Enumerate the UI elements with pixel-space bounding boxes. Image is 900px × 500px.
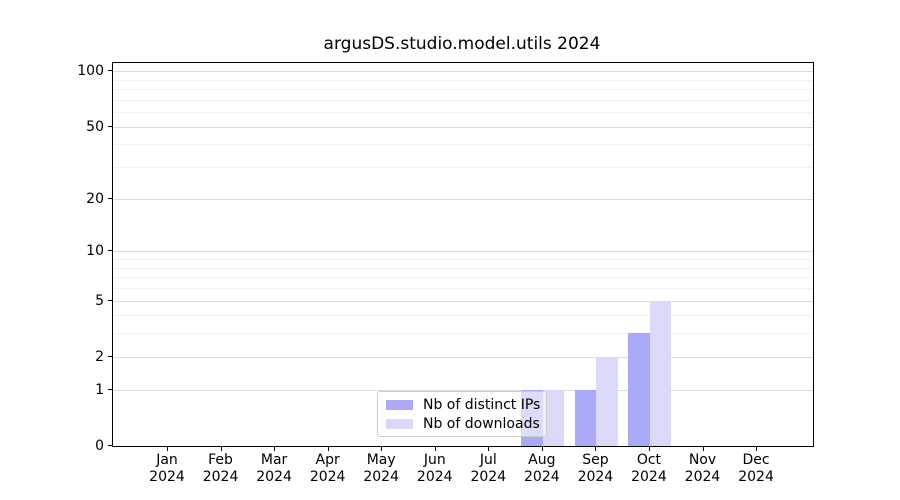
minor-gridline [113, 79, 813, 81]
x-tick-mark [327, 447, 329, 451]
legend: Nb of distinct IPs Nb of downloads [377, 391, 547, 437]
bar-downloads [649, 300, 672, 446]
y-tick-label: 0 [95, 438, 104, 454]
x-tick-year: 2024 [577, 469, 614, 485]
x-tick-year: 2024 [738, 469, 774, 485]
x-tick-year: 2024 [256, 469, 292, 485]
x-tick-mark [220, 447, 222, 451]
x-tick-mark [648, 447, 650, 451]
y-tick-label: 1 [95, 381, 104, 398]
x-tick-month: Feb [208, 452, 233, 468]
major-gridline [113, 300, 813, 302]
minor-gridline [113, 277, 813, 279]
x-tick-mark [381, 447, 383, 451]
major-gridline [113, 126, 813, 128]
minor-gridline [113, 112, 813, 114]
x-tick-mark [756, 447, 758, 451]
y-tick-label: 100 [77, 63, 104, 80]
x-tick-month: Mar [260, 452, 288, 468]
x-tick-mark [595, 447, 597, 451]
x-tick-label: Jun 2024 [405, 452, 465, 486]
minor-gridline [113, 267, 813, 269]
major-gridline [113, 389, 813, 391]
y-tick-mark [108, 355, 112, 357]
y-tick-mark [108, 388, 112, 390]
x-tick-label: Jul 2024 [458, 452, 518, 486]
y-tick-mark [108, 250, 112, 252]
x-tick-year: 2024 [524, 469, 560, 485]
x-tick-month: Jun [423, 452, 446, 468]
x-tick-label: Aug 2024 [512, 452, 572, 486]
x-tick-month: Dec [742, 452, 770, 468]
x-tick-mark [541, 447, 543, 451]
x-tick-label: May 2024 [351, 452, 411, 486]
y-tick-mark [108, 70, 112, 72]
x-tick-month: Jul [479, 452, 497, 468]
x-tick-year: 2024 [309, 469, 346, 485]
x-tick-label: Sep 2024 [565, 452, 625, 486]
y-tick-mark [108, 445, 112, 446]
x-tick-year: 2024 [202, 469, 239, 485]
x-tick-month: Sep [582, 452, 609, 468]
bar-downloads [596, 356, 618, 446]
y-tick-mark [108, 299, 112, 301]
major-gridline [113, 356, 813, 358]
x-tick-label: Apr 2024 [298, 452, 358, 486]
y-tick-label: 5 [95, 292, 104, 309]
y-tick-label: 50 [86, 118, 104, 135]
x-tick-mark [434, 447, 436, 451]
legend-item-distinct-ips: Nb of distinct IPs [386, 396, 541, 413]
x-tick-year: 2024 [149, 469, 185, 485]
y-tick-mark [108, 197, 112, 199]
bar-distinct-ips [574, 389, 597, 446]
minor-gridline [113, 99, 813, 101]
x-tick-mark [274, 447, 276, 451]
x-tick-month: May [366, 452, 396, 468]
bar-downloads [542, 389, 565, 446]
minor-gridline [113, 167, 813, 169]
x-tick-year: 2024 [684, 469, 721, 485]
major-gridline [113, 71, 813, 73]
x-tick-mark [488, 447, 490, 451]
x-tick-label: Dec 2024 [726, 452, 786, 486]
x-tick-year: 2024 [363, 469, 399, 485]
major-gridline [113, 251, 813, 253]
y-tick-label: 10 [86, 243, 104, 260]
legend-item-downloads: Nb of downloads [386, 415, 540, 432]
chart-title: argusDS.studio.model.utils 2024 [323, 34, 601, 54]
x-tick-label: Jan 2024 [137, 452, 197, 486]
bar-distinct-ips [628, 333, 650, 446]
x-tick-label: Mar 2024 [244, 452, 304, 486]
x-tick-label: Oct 2024 [619, 452, 679, 486]
y-tick-label: 2 [95, 348, 104, 365]
x-tick-month: Apr [315, 452, 340, 468]
legend-label-distinct-ips: Nb of distinct IPs [423, 396, 541, 413]
x-tick-mark [702, 447, 704, 451]
minor-gridline [113, 315, 813, 317]
x-tick-month: Oct [636, 452, 662, 468]
legend-swatch-distinct-ips-icon [386, 399, 413, 410]
minor-gridline [113, 259, 813, 261]
legend-swatch-downloads-icon [386, 418, 413, 429]
x-tick-month: Nov [688, 452, 717, 468]
x-tick-year: 2024 [416, 469, 453, 485]
minor-gridline [113, 287, 813, 289]
y-tick-label: 20 [86, 190, 104, 207]
plot-area [112, 62, 814, 447]
x-tick-month: Aug [528, 452, 556, 468]
minor-gridline [113, 89, 813, 91]
minor-gridline [113, 333, 813, 335]
y-tick-mark [108, 125, 112, 127]
minor-gridline [113, 144, 813, 146]
x-tick-mark [167, 447, 168, 451]
x-tick-year: 2024 [470, 469, 507, 485]
major-gridline [113, 198, 813, 200]
x-tick-label: Nov 2024 [673, 452, 733, 486]
x-tick-label: Feb 2024 [191, 452, 251, 486]
x-tick-year: 2024 [631, 469, 667, 485]
legend-label-downloads: Nb of downloads [423, 415, 540, 432]
x-tick-month: Jan [156, 452, 178, 468]
